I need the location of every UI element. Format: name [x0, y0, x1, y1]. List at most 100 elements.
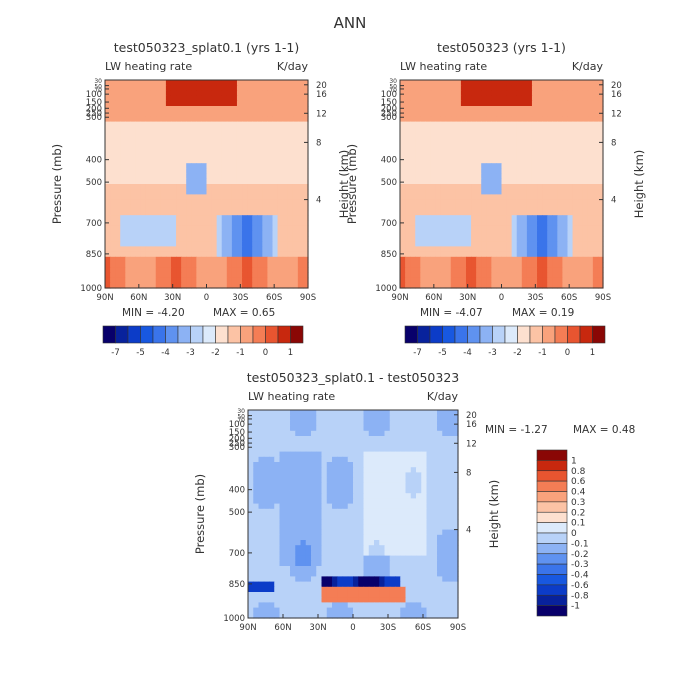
field-cell — [410, 597, 417, 603]
field-cell — [145, 184, 152, 190]
field-cell — [160, 241, 167, 247]
field-cell — [425, 256, 432, 263]
field-cell — [592, 116, 599, 123]
field-cell — [247, 282, 253, 289]
field-cell — [384, 519, 391, 525]
field-cell — [501, 194, 508, 201]
field-cell — [368, 607, 375, 614]
field-cell — [347, 534, 354, 541]
field-cell — [231, 215, 238, 221]
field-cell — [542, 100, 548, 107]
field-cell — [274, 477, 281, 484]
field-cell — [269, 456, 275, 463]
field-cell — [501, 189, 508, 195]
field-cell — [491, 116, 498, 123]
field-cell — [437, 602, 443, 609]
field-cell — [165, 142, 172, 149]
field-cell — [236, 132, 243, 138]
field-cell — [430, 126, 437, 133]
field-cell — [431, 529, 438, 536]
field-cell — [110, 262, 116, 268]
field-cell — [221, 142, 228, 149]
field-cell — [511, 158, 518, 164]
field-cell — [231, 178, 238, 185]
field-cell — [282, 85, 289, 91]
field-cell — [279, 430, 286, 437]
field-cell — [181, 220, 187, 227]
field-cell — [258, 540, 265, 546]
field-cell — [547, 90, 553, 97]
field-cell — [284, 586, 291, 593]
field-cell — [332, 566, 338, 572]
field-cell — [145, 246, 152, 253]
field-cell — [431, 498, 438, 505]
field-cell — [253, 576, 260, 583]
field-cell — [226, 215, 233, 221]
field-cell — [572, 189, 579, 195]
field-cell — [279, 586, 286, 593]
field-cell — [181, 158, 187, 164]
field-cell — [440, 215, 447, 221]
field-cell — [389, 612, 396, 619]
field-cell — [274, 576, 281, 583]
field-cell — [405, 80, 411, 86]
field-cell — [221, 80, 228, 86]
field-cell — [531, 85, 538, 91]
field-cell — [284, 612, 291, 619]
field-cell — [311, 498, 317, 505]
field-cell — [181, 142, 187, 149]
field-cell — [442, 597, 449, 603]
field-cell — [582, 178, 589, 185]
field-cell — [426, 430, 433, 437]
field-cell — [269, 498, 275, 505]
field-cell — [221, 282, 228, 289]
field-cell — [326, 415, 333, 421]
field-cell — [272, 163, 279, 169]
field-cell — [206, 121, 213, 128]
field-cell — [297, 106, 304, 112]
field-cell — [160, 282, 167, 289]
field-cell — [547, 251, 553, 258]
field-cell — [455, 251, 462, 258]
field-cell — [426, 540, 433, 546]
field-cell — [150, 251, 157, 258]
field-cell — [445, 199, 452, 206]
field-cell — [211, 210, 218, 216]
field-cell — [176, 277, 182, 284]
field-cell — [316, 493, 323, 499]
field-cell — [186, 132, 192, 138]
field-cell — [353, 576, 359, 583]
field-cell — [552, 90, 558, 97]
field-cell — [115, 194, 121, 201]
field-cell — [284, 493, 291, 499]
field-cell — [572, 111, 579, 117]
field-cell — [476, 178, 482, 185]
field-cell — [572, 277, 579, 284]
field-cell — [516, 95, 523, 102]
field-cell — [516, 152, 523, 159]
field-cell — [435, 184, 442, 190]
field-cell — [426, 576, 433, 583]
field-cell — [379, 597, 386, 603]
field-cell — [206, 173, 213, 180]
field-cell — [450, 80, 457, 86]
field-cell — [274, 482, 281, 489]
field-cell — [337, 441, 344, 447]
field-cell — [358, 472, 365, 479]
field-cell — [284, 467, 291, 473]
field-cell — [115, 189, 121, 195]
field-cell — [150, 158, 157, 164]
field-cell — [337, 508, 344, 515]
field-cell — [567, 85, 574, 91]
field-cell — [537, 184, 543, 190]
field-cell — [257, 116, 263, 123]
field-cell — [140, 100, 147, 107]
field-cell — [252, 178, 258, 185]
field-cell — [481, 106, 487, 112]
field-cell — [337, 436, 344, 442]
field-cell — [252, 210, 258, 216]
field-cell — [400, 256, 406, 263]
field-cell — [465, 246, 472, 253]
field-cell — [440, 168, 447, 175]
field-cell — [552, 158, 558, 164]
